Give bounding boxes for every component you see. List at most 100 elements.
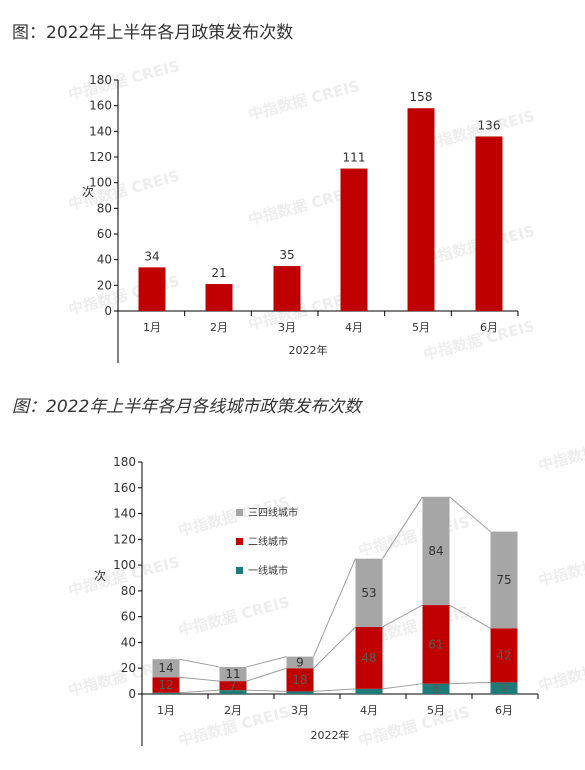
series-line-二线城市: [179, 676, 220, 682]
segment-value-label: 61: [428, 637, 443, 651]
x-tick-label: 1月: [143, 321, 161, 334]
bar-4: [340, 168, 368, 311]
x-tick-label: 4月: [360, 704, 378, 717]
segment-value-label: 11: [225, 667, 240, 681]
legend-label: 三四线城市: [248, 506, 298, 519]
segment-value-label: 8: [432, 682, 440, 696]
segment-一线城市: [355, 688, 383, 694]
series-line-一线城市: [313, 688, 356, 692]
segment-三四线城市: [286, 656, 314, 669]
segment-value-label: 12: [158, 678, 173, 692]
segment-value-label: 14: [158, 661, 173, 675]
series-line-三四线城市: [246, 656, 287, 668]
segment-三四线城市: [490, 531, 518, 629]
y-tick-label: 140: [113, 507, 136, 521]
segment-三四线城市: [219, 666, 247, 682]
segment-二线城市: [219, 681, 247, 691]
series-line-二线城市: [382, 604, 423, 628]
segment-value-label: 9: [296, 655, 304, 669]
y-tick-label: 120: [113, 532, 136, 546]
segment-value-label: 75: [496, 573, 511, 587]
city-tier-stacked-bar-chart: 中指数据 CREIS 中指数据 CREIS 中指数据 CREIS 中指数据 CREIS…: [66, 446, 585, 750]
y-tick-label: 60: [97, 227, 112, 241]
legend-label: 一线城市: [248, 564, 288, 577]
x-tick-label: 4月: [345, 321, 363, 334]
bar-value-label: 111: [343, 151, 366, 165]
bar-value-label: 158: [410, 90, 433, 104]
y-tick-label: 0: [104, 304, 112, 318]
segment-三四线城市: [355, 558, 383, 627]
bar-value-label: 21: [211, 266, 226, 280]
series-line-一线城市: [449, 681, 491, 685]
segment-二线城市: [490, 628, 518, 683]
y-tick-label: 0: [128, 687, 136, 701]
watermark-text: 中指数据 CREIS: [536, 648, 585, 695]
series-line-二线城市: [313, 626, 356, 669]
segment-一线城市: [422, 683, 450, 694]
y-tick-label: 40: [121, 635, 136, 649]
segment-二线城市: [286, 668, 314, 692]
series-line-三四线城市: [382, 496, 423, 559]
y-tick-label: 160: [89, 99, 112, 113]
y-tick-label: 140: [89, 124, 112, 138]
y-axis-label: 次: [94, 569, 106, 583]
segment-value-label: 48: [361, 651, 376, 665]
figure-2-title: 图：2022年上半年各月各线城市政策发布次数: [12, 397, 362, 417]
bar-3: [273, 266, 301, 311]
watermark-text: 中指数据 CREIS: [66, 60, 181, 104]
y-tick-label: 80: [121, 584, 136, 598]
segment-三四线城市: [152, 659, 180, 678]
x-tick-label: 6月: [480, 321, 498, 334]
x-tick-label: 2月: [224, 704, 242, 717]
y-tick-label: 20: [121, 661, 136, 675]
bar-2: [205, 284, 233, 311]
watermark-text: 中指数据 CREIS: [246, 77, 361, 124]
x-tick-label: 5月: [427, 704, 445, 717]
segment-二线城市: [152, 677, 180, 693]
segment-一线城市: [219, 690, 247, 694]
watermark-text: 中指数据 CREIS: [536, 543, 585, 590]
x-tick-label: 5月: [412, 321, 430, 334]
series-line-二线城市: [449, 604, 491, 629]
segment-value-label: 84: [428, 544, 443, 558]
watermark-text: 中指数据 CREIS: [536, 446, 585, 475]
bar-value-label: 136: [478, 118, 501, 132]
bar-value-label: 35: [279, 248, 294, 262]
y-tick-label: 20: [97, 278, 112, 292]
series-line-三四线城市: [179, 658, 220, 668]
legend-swatch: [236, 567, 243, 574]
segment-一线城市: [490, 682, 518, 694]
series-line-二线城市: [246, 667, 287, 682]
segment-value-label: 42: [496, 648, 511, 662]
y-axis-label: 次: [82, 185, 94, 199]
bar-value-label: 34: [144, 249, 159, 263]
series-line-一线城市: [382, 683, 423, 690]
y-tick-label: 80: [97, 201, 112, 215]
segment-一线城市: [286, 691, 314, 694]
segment-三四线城市: [422, 496, 450, 606]
segment-一线城市: [152, 692, 180, 694]
series-line-一线城市: [179, 689, 220, 694]
x-tick-label: 6月: [495, 704, 513, 717]
legend-swatch: [236, 538, 243, 545]
x-tick-label: 2月: [210, 321, 228, 334]
y-tick-label: 160: [113, 481, 136, 495]
segment-二线城市: [422, 605, 450, 684]
x-tick-label: 1月: [157, 704, 175, 717]
segment-value-label: 7: [229, 679, 237, 693]
y-tick-label: 180: [113, 455, 136, 469]
bar-6: [475, 136, 503, 311]
series-line-三四线城市: [449, 496, 491, 532]
y-tick-label: 60: [121, 610, 136, 624]
legend-swatch: [236, 509, 243, 516]
y-tick-label: 180: [89, 73, 112, 87]
x-axis-label: 2022年: [289, 343, 328, 357]
x-tick-label: 3月: [291, 704, 309, 717]
legend-label: 二线城市: [248, 535, 288, 548]
watermark-text: 中指数据 CREIS: [356, 513, 471, 560]
segment-value-label: 18: [292, 673, 307, 687]
watermark-text: 中指数据 CREIS: [176, 593, 291, 640]
y-tick-label: 100: [113, 558, 136, 572]
segment-二线城市: [355, 626, 383, 689]
